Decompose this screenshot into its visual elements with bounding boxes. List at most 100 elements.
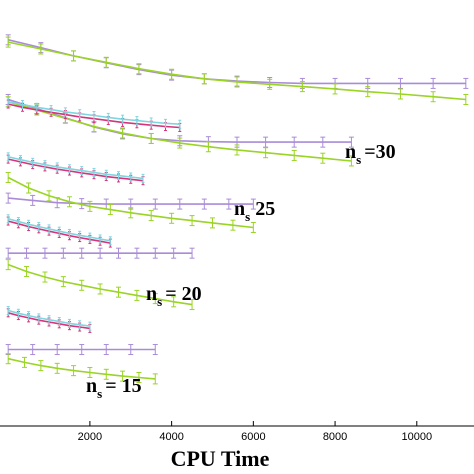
error-bar	[6, 214, 10, 224]
error-bar	[54, 344, 60, 356]
error-bar	[121, 114, 125, 124]
series-ns-30-green	[5, 36, 469, 105]
error-bar	[6, 97, 10, 107]
error-bar	[57, 317, 61, 327]
ns-label-25: ns 25	[234, 198, 275, 224]
error-bar	[47, 224, 51, 234]
error-bar	[299, 81, 305, 93]
series-line	[8, 156, 144, 180]
x-tick-label: 2000	[78, 431, 102, 443]
error-bar	[201, 198, 207, 210]
error-bar	[107, 204, 113, 216]
x-tick-label: 8000	[323, 431, 347, 443]
error-bar	[177, 137, 183, 149]
series-ns-10-cyan	[6, 306, 92, 331]
error-bar	[263, 147, 269, 159]
error-bar	[148, 132, 154, 144]
error-bar	[103, 56, 109, 68]
error-bar	[57, 226, 61, 236]
error-bar	[60, 276, 66, 288]
x-tick-label: 6000	[241, 431, 265, 443]
series-ns-15-green	[5, 259, 195, 311]
error-bar	[24, 266, 30, 278]
error-bar	[120, 370, 126, 382]
series-ns-10-purple	[5, 344, 158, 356]
error-bar	[5, 353, 11, 365]
error-bar	[430, 91, 436, 103]
error-bar	[88, 321, 92, 331]
error-bar	[152, 247, 158, 259]
error-bar	[291, 149, 297, 161]
error-bar	[47, 315, 51, 325]
error-bar	[49, 105, 53, 115]
error-bar	[189, 247, 195, 259]
series-ns-20-cyan	[6, 152, 145, 183]
error-bar	[43, 160, 47, 170]
error-bar	[171, 296, 177, 308]
error-bar	[66, 196, 72, 208]
error-bar	[234, 144, 240, 156]
series-line	[8, 158, 144, 182]
error-bar	[71, 365, 77, 377]
error-bar	[234, 76, 240, 88]
error-bar	[178, 119, 182, 129]
error-bar	[104, 169, 108, 179]
error-bar	[38, 360, 44, 372]
error-bar	[106, 112, 110, 122]
error-bar	[320, 152, 326, 164]
error-bar	[103, 368, 109, 380]
error-bar	[54, 362, 60, 374]
error-bar	[108, 236, 112, 246]
error-bar	[24, 247, 30, 259]
error-bar	[5, 259, 11, 271]
error-bar	[87, 366, 93, 378]
error-bar	[117, 171, 120, 181]
error-bar	[5, 36, 11, 48]
error-bar	[78, 109, 82, 119]
error-bar	[80, 166, 84, 176]
x-axis: 2000400060008000100001 CPU Time	[0, 421, 474, 471]
error-bar	[152, 198, 158, 210]
series-ns-10-green	[5, 353, 158, 385]
error-bar	[267, 78, 273, 90]
error-bar	[189, 215, 195, 227]
error-bar	[38, 43, 44, 55]
error-bar	[209, 217, 215, 229]
error-bar	[348, 155, 354, 167]
error-bar	[79, 344, 85, 356]
error-bar	[189, 299, 195, 311]
error-bar	[97, 283, 103, 295]
error-bar	[397, 88, 403, 100]
x-axis-title: CPU Time	[171, 446, 270, 471]
error-bar	[5, 171, 11, 183]
error-bar	[78, 320, 82, 330]
error-bar	[88, 232, 92, 242]
error-bar	[116, 247, 121, 259]
error-bar	[67, 318, 71, 328]
error-bar	[87, 200, 93, 212]
error-bar	[134, 289, 140, 301]
error-bar	[365, 86, 371, 98]
series-line	[8, 357, 156, 380]
error-bar	[97, 247, 103, 259]
ns-label-20: ns = 20	[146, 283, 202, 309]
error-bar	[78, 230, 82, 240]
error-bar	[463, 93, 469, 105]
error-bar	[152, 293, 158, 305]
error-bar	[230, 219, 236, 231]
error-bar	[136, 372, 142, 384]
error-bar	[250, 221, 256, 233]
series-ns-20-green	[5, 171, 256, 233]
error-bar	[79, 198, 85, 210]
annotation-layer: ns =30 ns 25 ns = 20 ns = 15	[86, 141, 396, 401]
error-bar	[149, 117, 153, 127]
error-bar	[163, 118, 167, 128]
x-tick-label: 4000	[159, 431, 183, 443]
error-bar	[98, 234, 102, 244]
error-bar	[169, 212, 175, 224]
error-bar	[120, 127, 126, 139]
error-bar	[201, 73, 207, 85]
error-bar	[205, 141, 211, 153]
error-bar	[79, 279, 85, 291]
